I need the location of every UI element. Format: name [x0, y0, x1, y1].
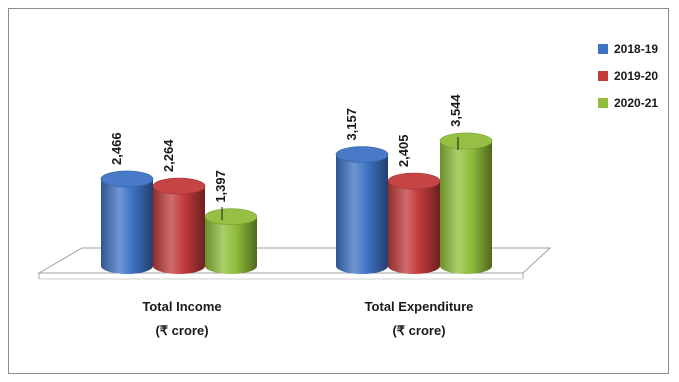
bar-2019-20: [388, 181, 440, 274]
data-label: 2,405: [396, 135, 411, 168]
legend: 2018-19 2019-20 2020-21: [598, 41, 658, 122]
legend-swatch: [598, 98, 608, 108]
category-label-total-expenditure: Total Expenditure (₹ crore): [319, 295, 519, 343]
legend-label: 2018-19: [614, 42, 659, 56]
bar-2020-21: [205, 216, 257, 274]
legend-label: 2020-21: [614, 96, 659, 110]
bar-top-2018-19: [335, 146, 389, 163]
bar-2018-19: [101, 178, 153, 274]
legend-item-2018-19: 2018-19: [598, 41, 658, 57]
category-label-line1: Total Income: [142, 299, 222, 314]
legend-swatch: [598, 71, 608, 81]
bar-2019-20: [153, 186, 205, 274]
data-label: 2,264: [161, 139, 176, 172]
category-label-total-income: Total Income (₹ crore): [82, 295, 282, 343]
bar-top-2019-20: [387, 172, 441, 190]
category-label-line2: (₹ crore): [155, 323, 209, 338]
bar-top-2018-19: [100, 170, 154, 188]
chart-frame: 2,466 2,264 1,397 3,157 2,405 3,544 2018-19 2…: [8, 8, 669, 374]
data-label: 2,466: [109, 132, 124, 165]
data-label: 1,397: [213, 170, 228, 203]
legend-label: 2019-20: [614, 69, 659, 83]
category-label-line1: Total Expenditure: [364, 299, 474, 314]
bar-2018-19: [336, 154, 388, 274]
category-label-line2: (₹ crore): [392, 323, 446, 338]
legend-item-2019-20: 2019-20: [598, 68, 658, 84]
bar-top-2020-21: [439, 132, 493, 150]
data-label: 3,544: [448, 94, 463, 127]
legend-swatch: [598, 44, 608, 54]
bar-top-2019-20: [152, 177, 206, 195]
legend-item-2020-21: 2020-21: [598, 95, 658, 111]
bar-chart: 2,466 2,264 1,397 3,157 2,405 3,544: [37, 94, 552, 280]
bar-2020-21: [440, 140, 492, 274]
bar-top-2020-21: [204, 208, 258, 225]
data-label: 3,157: [344, 108, 359, 141]
